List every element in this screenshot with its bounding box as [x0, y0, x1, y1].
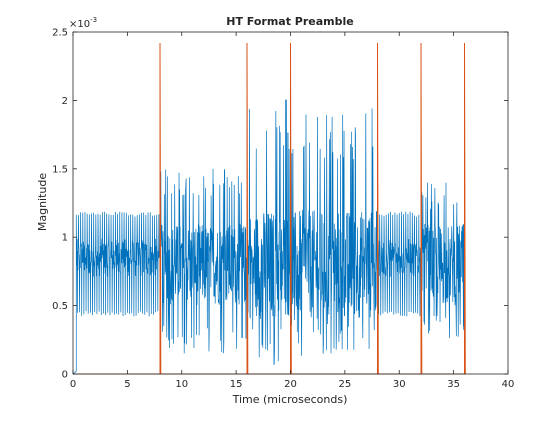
series-line-magnitude — [73, 100, 465, 374]
y-tick-label: 2.5 — [52, 28, 68, 39]
chart-title: HT Format Preamble — [226, 15, 354, 28]
x-tick-label: 25 — [339, 379, 352, 390]
x-tick-label: 15 — [230, 379, 243, 390]
y-axis-label: Magnitude — [36, 173, 49, 232]
x-tick-label: 35 — [447, 379, 460, 390]
plot-area — [73, 43, 465, 374]
y-exponent-power: -3 — [90, 16, 97, 24]
x-tick-label: 40 — [502, 379, 515, 390]
x-tick-label: 5 — [124, 379, 130, 390]
y-tick-label: 0 — [62, 370, 68, 381]
x-tick-label: 20 — [284, 379, 297, 390]
y-axis-exponent: ×10-3 — [69, 16, 97, 30]
y-tick-label: 1.5 — [52, 164, 68, 175]
x-tick-label: 30 — [393, 379, 406, 390]
y-exponent-base: ×10 — [69, 19, 90, 30]
x-tick-label: 0 — [70, 379, 76, 390]
y-tick-label: 1 — [62, 233, 68, 244]
series-line-markers — [73, 43, 465, 374]
x-axis-label: Time (microseconds) — [232, 393, 348, 406]
y-tick-label: 0.5 — [52, 301, 68, 312]
y-tick-label: 2 — [62, 96, 68, 107]
x-tick-label: 10 — [175, 379, 188, 390]
